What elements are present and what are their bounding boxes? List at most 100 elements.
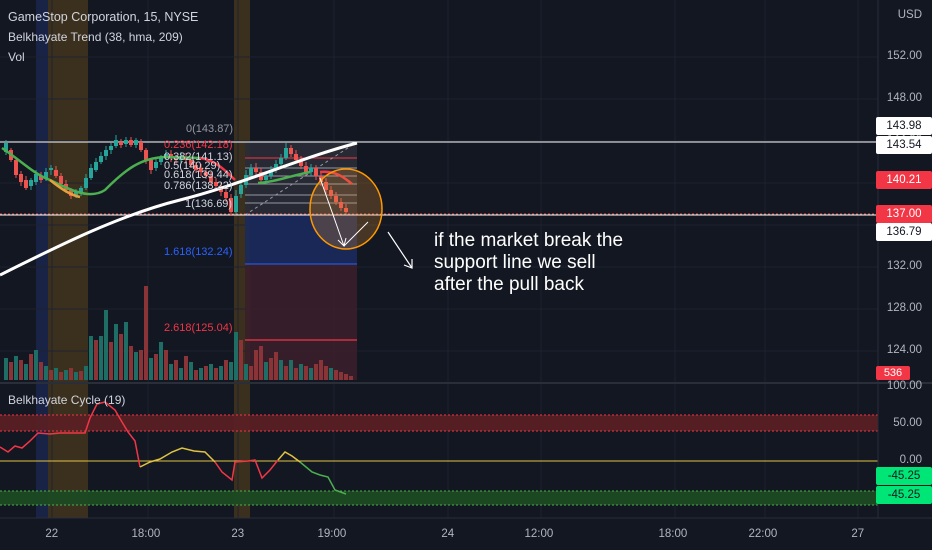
- horizontal-lines[interactable]: [0, 141, 878, 216]
- price-tag: 143.54: [876, 136, 932, 154]
- candle-body: [249, 168, 253, 175]
- arrow-down-shaft: [319, 177, 345, 247]
- volume-bar: [94, 340, 98, 380]
- volume-bar: [119, 334, 123, 380]
- cycle-line-green: [299, 461, 347, 495]
- cycle-value-tag: -45.25: [876, 467, 932, 485]
- cycle-pane: [0, 382, 932, 506]
- volume-bar: [114, 324, 118, 380]
- candle-body: [214, 182, 218, 186]
- price-tick-label: 132.00: [886, 260, 922, 272]
- cycle-indicator-label[interactable]: Belkhayate Cycle (19): [8, 393, 126, 407]
- volume-bar: [99, 336, 103, 380]
- candle-body: [149, 160, 153, 170]
- annotation-arrow: [387, 231, 413, 269]
- candle-body: [139, 142, 143, 150]
- candle-body: [44, 172, 48, 178]
- volume-bar: [214, 368, 218, 380]
- volume-bar: [204, 366, 208, 380]
- candle-body: [289, 148, 293, 154]
- volume-bar: [324, 366, 328, 380]
- indicator-label[interactable]: Belkhayate Trend (38, hma, 209): [8, 30, 183, 44]
- candle-body: [284, 148, 288, 158]
- annotation-arrow-head: [403, 259, 413, 269]
- volume-bar: [169, 364, 173, 380]
- volume-bar: [289, 360, 293, 380]
- time-tick-label: 18:00: [131, 528, 161, 540]
- symbol-title[interactable]: GameStop Corporation, 15, NYSE: [8, 10, 199, 24]
- candle-body: [29, 180, 33, 186]
- annotation-text[interactable]: if the market break the support line we …: [434, 230, 624, 295]
- candle-body: [319, 176, 323, 182]
- volume-bar: [64, 370, 68, 380]
- volume-bar: [194, 370, 198, 380]
- volume-bar: [339, 372, 343, 380]
- volume-bar: [174, 360, 178, 380]
- volume-bar: [19, 360, 23, 380]
- candle-body: [239, 185, 243, 194]
- volume-bar: [344, 374, 348, 380]
- volume-label[interactable]: Vol: [8, 50, 25, 64]
- candle-body: [314, 168, 318, 176]
- volume-bar: [129, 346, 133, 380]
- candle-body: [299, 160, 303, 166]
- volume-bar: [139, 350, 143, 380]
- candle-body: [124, 140, 128, 144]
- session-shading: [36, 0, 250, 518]
- drawing-annotations[interactable]: [309, 168, 413, 269]
- volume-bar: [349, 376, 353, 380]
- volume-bar: [209, 364, 213, 380]
- price-tick-label: 148.00: [886, 92, 922, 104]
- volume-bar: [314, 364, 318, 380]
- candle-body: [14, 160, 18, 175]
- candle-body: [89, 168, 93, 178]
- cycle-tick-label: 50.00: [893, 417, 922, 429]
- fib-zone-blue: [245, 215, 357, 264]
- volume-bar: [54, 368, 58, 380]
- volume-bar: [134, 352, 138, 380]
- candle-body: [34, 174, 38, 182]
- candle-body: [324, 182, 328, 190]
- arrow-up-shaft: [343, 221, 369, 247]
- volume-bar: [154, 354, 158, 380]
- fib-level-label: 2.618(125.04): [164, 322, 233, 334]
- cycle-value-tag: -45.25: [876, 486, 932, 504]
- hma-line-orange: [49, 179, 81, 199]
- volume-bar: [244, 364, 248, 380]
- volume-bar: [124, 322, 128, 380]
- volume-bar: [319, 360, 323, 380]
- cycle-tick-label: 0.00: [899, 454, 922, 466]
- candle-body: [309, 168, 313, 172]
- volume-bar: [264, 362, 268, 380]
- volume-bar: [164, 350, 168, 380]
- candle-body: [199, 168, 203, 172]
- candle-body: [119, 142, 123, 145]
- hma-line-red-2: [319, 170, 353, 185]
- volume-bar: [239, 340, 243, 380]
- volume-bar: [144, 286, 148, 380]
- candle-body: [194, 165, 198, 170]
- candle-body: [329, 190, 333, 196]
- candle-body: [94, 162, 98, 170]
- volume-bar: [304, 366, 308, 380]
- cycle-line-red-2: [214, 459, 279, 482]
- candle-body: [224, 192, 228, 198]
- volume-bar: [59, 372, 63, 380]
- volume-bar: [24, 364, 28, 380]
- volume-bar: [49, 370, 53, 380]
- time-tick-label: 27: [851, 528, 865, 540]
- hma-line-green: [1, 146, 201, 196]
- fib-level-label: 0.5(140.29): [164, 160, 221, 172]
- candle-body: [234, 196, 238, 212]
- volume-bar: [224, 360, 228, 380]
- time-tick-label: 19:00: [317, 528, 347, 540]
- fib-diagonal: [244, 141, 358, 216]
- volume-bar: [39, 362, 43, 380]
- cycle-line-yellow: [139, 447, 216, 468]
- volume-bar: [74, 372, 78, 380]
- candle-body: [4, 143, 8, 152]
- volume-bar: [329, 368, 333, 380]
- volume-bar: [79, 371, 83, 380]
